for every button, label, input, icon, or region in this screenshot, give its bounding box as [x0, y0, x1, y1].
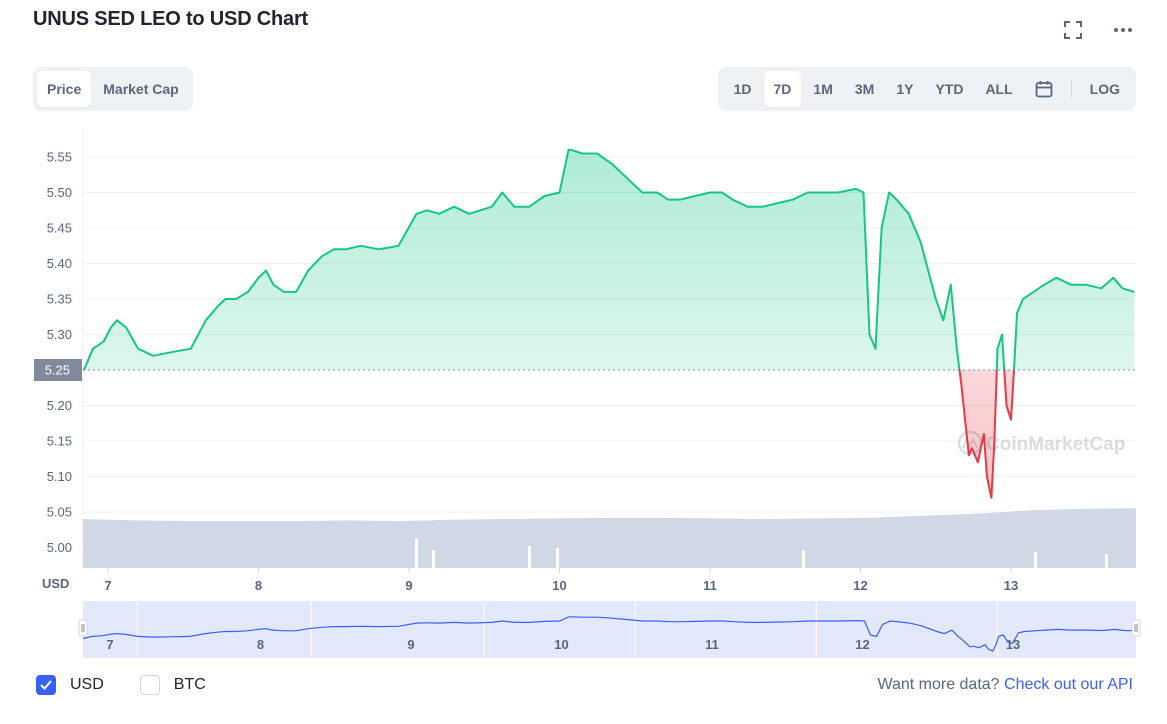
- x-tick-label: 13: [1004, 578, 1018, 593]
- price-line: [83, 148, 1135, 499]
- range-1d[interactable]: 1D: [733, 81, 752, 97]
- y-tick-label: 5.05: [47, 505, 72, 520]
- x-tick-label: 7: [104, 578, 111, 593]
- checkbox-unchecked-icon[interactable]: [139, 675, 160, 695]
- price-line-down: [83, 370, 1016, 499]
- volume-gap: [802, 550, 805, 568]
- tab-price[interactable]: Price: [37, 71, 92, 107]
- volume-gap: [415, 538, 418, 568]
- volume-gap: [432, 550, 435, 568]
- volume-gap: [1034, 552, 1037, 568]
- api-prompt-text: Want more data?: [877, 676, 1000, 693]
- y-tick-label: 5.45: [47, 221, 72, 236]
- navigator-tick-label: 9: [407, 637, 414, 652]
- volume-gap: [1105, 554, 1108, 568]
- page-title: UNUS SED LEO to USD Chart: [33, 8, 309, 30]
- range-navigator: 7 8 9 10 11 12 13: [78, 601, 1141, 658]
- checkbox-checked-icon[interactable]: [36, 675, 56, 695]
- navigator-tick-label: 13: [1006, 637, 1020, 652]
- range-7d[interactable]: 7D: [763, 71, 802, 107]
- navigator-handle-left[interactable]: [78, 619, 88, 637]
- legend-btc[interactable]: BTC: [139, 675, 206, 695]
- range-selector: 1D 7D 1M 3M 1Y YTD ALL LOG: [717, 67, 1136, 111]
- x-tick-label: 12: [853, 578, 867, 593]
- y-tick-label: 5.55: [47, 150, 72, 165]
- navigator-tick-label: 7: [106, 637, 113, 652]
- x-tick-label: 10: [552, 578, 566, 593]
- log-toggle[interactable]: LOG: [1089, 81, 1120, 97]
- y-tick-label: 5.30: [47, 327, 72, 342]
- navigator-handle-right[interactable]: [1131, 619, 1141, 637]
- coinmarketcap-logo: CoinMarketCap: [957, 430, 1125, 456]
- y-tick-label: 5.10: [47, 469, 72, 484]
- volume-gap: [556, 548, 559, 568]
- currency-legend: USD BTC: [36, 675, 242, 695]
- range-1m[interactable]: 1M: [813, 81, 833, 97]
- y-tick-label: 5.50: [47, 185, 72, 200]
- tab-market-cap[interactable]: Market Cap: [103, 81, 179, 97]
- y-tick-label: 5.40: [47, 256, 72, 271]
- legend-usd-label: USD: [70, 676, 104, 693]
- range-3m[interactable]: 3M: [854, 81, 875, 97]
- volume-area: [83, 508, 1136, 568]
- volume-bars: [83, 508, 1136, 568]
- x-axis: 7 8 9 10 11 12 13: [104, 568, 1018, 593]
- x-tick-label: 8: [255, 578, 262, 593]
- price-line-up: [83, 148, 1135, 370]
- range-1y[interactable]: 1Y: [896, 81, 914, 97]
- navigator-tick-label: 12: [855, 637, 869, 652]
- range-divider: [1070, 80, 1072, 98]
- x-tick-label: 11: [703, 578, 717, 593]
- legend-btc-label: BTC: [173, 676, 206, 693]
- y-tick-label: 5.15: [47, 434, 72, 449]
- x-tick-label: 9: [405, 578, 412, 593]
- more-horizontal-icon[interactable]: [1111, 18, 1135, 42]
- api-link[interactable]: Check out our API: [1004, 676, 1133, 693]
- range-ytd[interactable]: YTD: [935, 81, 964, 97]
- currency-axis-label: USD: [42, 576, 69, 591]
- navigator-line: [82, 616, 1137, 652]
- navigator-tick-label: 10: [554, 637, 568, 652]
- api-prompt: Want more data? Check out our API: [877, 676, 1133, 694]
- navigator-background: [83, 601, 1136, 658]
- watermark-text: CoinMarketCap: [986, 434, 1125, 455]
- y-tick-label: 5.00: [47, 540, 72, 555]
- header-actions: [1061, 18, 1135, 42]
- y-axis: 5.55 5.50 5.45 5.40 5.35 5.30 5.20 5.15 5.10 5.05…: [47, 150, 72, 556]
- legend-usd[interactable]: USD: [36, 675, 104, 695]
- price-area: [83, 149, 1135, 498]
- volume-gap: [528, 546, 531, 568]
- y-tick-label: 5.35: [47, 292, 72, 307]
- navigator-tick-label: 11: [705, 637, 719, 652]
- y-tick-label: 5.20: [47, 398, 72, 413]
- baseline-badge: [34, 359, 82, 381]
- price-marketcap-toggle: Price Market Cap: [33, 67, 193, 111]
- price-area-up: [83, 149, 1135, 370]
- fullscreen-icon[interactable]: [1061, 18, 1085, 42]
- baseline-marker: 5.25: [34, 359, 1136, 381]
- baseline-label: 5.25: [45, 363, 70, 378]
- range-all[interactable]: ALL: [985, 81, 1013, 97]
- calendar-icon[interactable]: [1025, 71, 1063, 107]
- navigator-tick-label: 8: [257, 637, 264, 652]
